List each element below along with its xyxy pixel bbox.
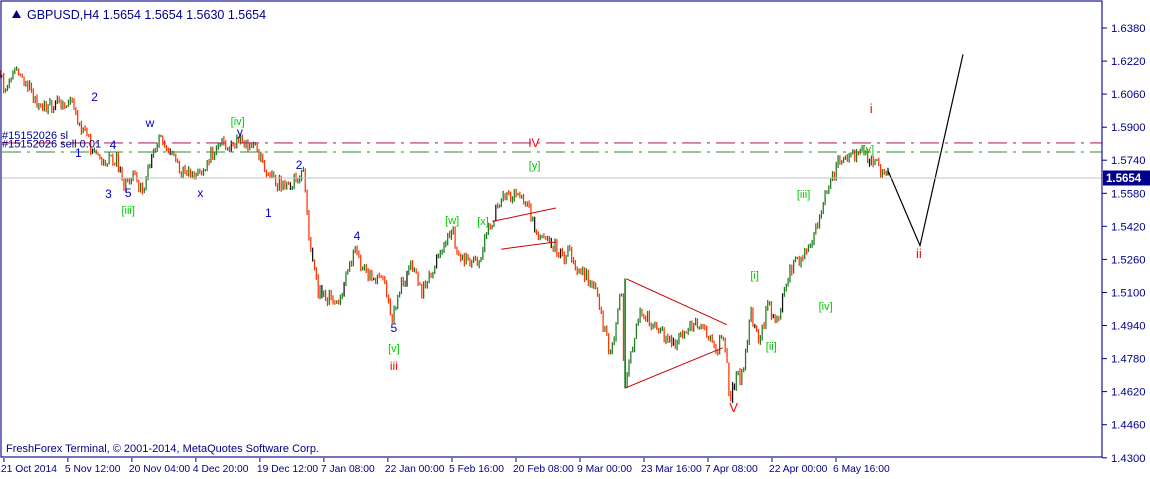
svg-text:20 Nov 04:00: 20 Nov 04:00 bbox=[129, 464, 191, 475]
svg-text:19 Dec 12:00: 19 Dec 12:00 bbox=[257, 464, 319, 475]
svg-text:x: x bbox=[197, 186, 203, 200]
svg-text:w: w bbox=[145, 116, 155, 130]
svg-text:2: 2 bbox=[296, 158, 303, 172]
svg-text:GBPUSD,H4 1.5654 1.5654 1.563: GBPUSD,H4 1.5654 1.5654 1.5630 1.5654 bbox=[27, 8, 266, 22]
svg-text:7 Jan 08:00: 7 Jan 08:00 bbox=[321, 464, 375, 475]
svg-text:1.5654: 1.5654 bbox=[1106, 173, 1142, 185]
svg-text:ii: ii bbox=[916, 246, 922, 261]
svg-text:[v]: [v] bbox=[388, 343, 400, 355]
svg-text:1.6380: 1.6380 bbox=[1111, 23, 1146, 35]
svg-text:1.5260: 1.5260 bbox=[1111, 254, 1146, 266]
svg-text:5: 5 bbox=[125, 186, 132, 200]
svg-text:2: 2 bbox=[91, 90, 98, 104]
svg-text:1: 1 bbox=[265, 206, 272, 220]
svg-text:21 Oct 2014: 21 Oct 2014 bbox=[1, 464, 57, 475]
svg-text:[w]: [w] bbox=[445, 215, 459, 227]
svg-text:1.5100: 1.5100 bbox=[1111, 288, 1146, 300]
svg-text:V: V bbox=[729, 400, 738, 415]
svg-text:[i]: [i] bbox=[750, 270, 759, 282]
svg-text:y: y bbox=[237, 125, 243, 139]
svg-text:[iv]: [iv] bbox=[819, 301, 833, 313]
svg-text:1.5740: 1.5740 bbox=[1111, 155, 1146, 167]
svg-text:1.5580: 1.5580 bbox=[1111, 188, 1146, 200]
svg-text:[y]: [y] bbox=[529, 160, 541, 172]
svg-text:1.6220: 1.6220 bbox=[1111, 56, 1146, 68]
svg-text:1.4300: 1.4300 bbox=[1111, 453, 1146, 465]
svg-text:1.6060: 1.6060 bbox=[1111, 89, 1146, 101]
svg-text:IV: IV bbox=[528, 136, 539, 150]
svg-text:1.5420: 1.5420 bbox=[1111, 221, 1146, 233]
svg-text:1.4460: 1.4460 bbox=[1111, 420, 1146, 432]
svg-text:22 Apr 00:00: 22 Apr 00:00 bbox=[769, 464, 828, 475]
svg-text:23 Mar 16:00: 23 Mar 16:00 bbox=[641, 464, 702, 475]
svg-text:5 Feb 16:00: 5 Feb 16:00 bbox=[449, 464, 504, 475]
svg-text:iii: iii bbox=[390, 359, 398, 373]
svg-text:20 Feb 08:00: 20 Feb 08:00 bbox=[513, 464, 574, 475]
svg-text:4: 4 bbox=[110, 138, 117, 152]
svg-text:5: 5 bbox=[391, 321, 398, 335]
svg-text:5 Nov 12:00: 5 Nov 12:00 bbox=[65, 464, 121, 475]
svg-text:1.4780: 1.4780 bbox=[1111, 354, 1146, 366]
svg-text:1.4940: 1.4940 bbox=[1111, 321, 1146, 333]
svg-text:1.5900: 1.5900 bbox=[1111, 122, 1146, 134]
svg-text:4 Dec 20:00: 4 Dec 20:00 bbox=[193, 464, 249, 475]
svg-text:22 Jan 00:00: 22 Jan 00:00 bbox=[385, 464, 445, 475]
svg-text:[ii]: [ii] bbox=[766, 341, 777, 353]
svg-text:[iii]: [iii] bbox=[797, 189, 810, 201]
svg-text:i: i bbox=[870, 101, 873, 116]
svg-text:9 Mar 00:00: 9 Mar 00:00 bbox=[577, 464, 632, 475]
svg-text:3: 3 bbox=[105, 187, 112, 201]
svg-text:6 May 16:00: 6 May 16:00 bbox=[833, 464, 890, 475]
svg-text:#15152026 sell 0.01: #15152026 sell 0.01 bbox=[2, 139, 101, 151]
svg-text:1.4620: 1.4620 bbox=[1111, 387, 1146, 399]
svg-text:4: 4 bbox=[354, 229, 361, 243]
svg-text:[x]: [x] bbox=[477, 216, 489, 228]
svg-text:[v]: [v] bbox=[863, 144, 875, 156]
svg-text:7 Apr 08:00: 7 Apr 08:00 bbox=[705, 464, 758, 475]
svg-text:[iii]: [iii] bbox=[121, 205, 134, 217]
svg-text:FreshForex Terminal, © 2001-20: FreshForex Terminal, © 2001-2014, MetaQu… bbox=[6, 443, 319, 455]
